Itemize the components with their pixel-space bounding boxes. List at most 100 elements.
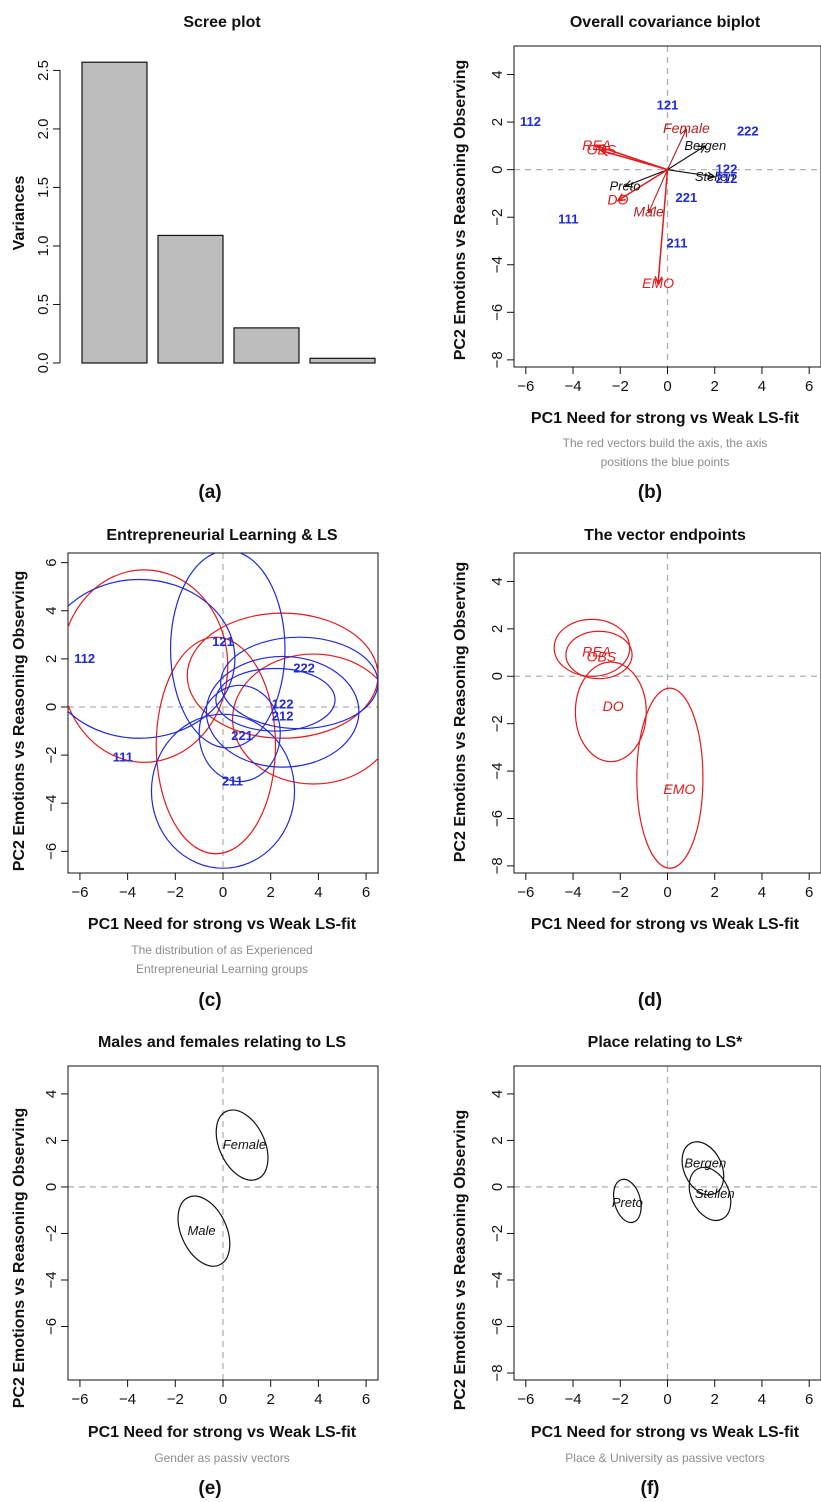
place-vector-preto: [624, 169, 668, 187]
y-tick-label: −4: [489, 763, 506, 780]
x-tick-label: 6: [362, 884, 370, 901]
group-point-label: 121: [657, 97, 679, 112]
red-vector-emo: [657, 169, 669, 284]
place-label: Bergen: [684, 1156, 726, 1171]
x-tick-label: −2: [612, 884, 629, 901]
x-tick-label: −4: [119, 884, 136, 901]
x-tick-label: 0: [219, 884, 227, 901]
red-vector-emo-head: [654, 276, 663, 286]
panel-b-caption-line1: The red vectors build the axis, the axis: [563, 436, 768, 450]
group-point-label: 211: [222, 774, 243, 789]
red-ellipse-3: [186, 612, 378, 739]
blue-ellipse-4: [215, 667, 336, 732]
blue-ellipse-3: [220, 636, 378, 730]
y-tick-label: −8: [489, 857, 506, 874]
x-tick-label: −6: [517, 1391, 534, 1408]
x-tick-label: 6: [805, 1391, 813, 1408]
panel-f: Place relating to LS* PC2 Emotions vs Re…: [452, 1034, 821, 1499]
place-ellipse-1: [681, 1141, 725, 1196]
panel-a-ylabel: Variances: [11, 176, 28, 251]
gender-vector-male-head: [647, 204, 656, 214]
red-vector-obs: [601, 149, 668, 171]
x-tick-label: −6: [517, 378, 534, 395]
panel-d-title: The vector endpoints: [584, 527, 746, 544]
panel-a: Scree plot Variances 0.00.51.01.52.02.5 …: [11, 14, 376, 503]
y-tick-label: −6: [43, 843, 60, 860]
place-vector-bergen: [667, 145, 706, 171]
x-tick-label: 6: [805, 378, 813, 395]
group-point-label: 221: [231, 728, 253, 743]
gender-vector-label: Female: [663, 120, 710, 136]
x-tick-label: −2: [612, 1391, 629, 1408]
ellipse-group: [68, 553, 378, 869]
x-tick-label: 6: [362, 1391, 370, 1408]
red-vector-label: REA: [582, 137, 611, 153]
place-vector-label: Preto: [609, 178, 640, 193]
scree-bar-3: [233, 327, 300, 364]
group-point-label: 112: [74, 651, 95, 666]
gender-vector-label: Male: [633, 203, 664, 219]
endpoint-label: OBS: [587, 648, 617, 664]
endpoint-label: EMO: [663, 781, 695, 797]
y-tick-label: −8: [489, 351, 506, 368]
panel-f-ylabel: PC2 Emotions vs Reasoning Observing: [452, 1110, 469, 1411]
y-tick-label: 6: [43, 558, 60, 566]
group-point-label: 212: [716, 171, 738, 186]
group-point-label: 122: [272, 697, 294, 712]
group-point-label: 112: [520, 114, 541, 129]
y-tick-label: 2: [43, 655, 60, 663]
panel-d-ylabel: PC2 Emotions vs Reasoning Observing: [452, 562, 469, 863]
panel-b-title: Overall covariance biplot: [570, 14, 761, 31]
group-point-label: 222: [293, 660, 315, 675]
y-tick-label: −6: [489, 1318, 506, 1335]
panel-e-ylabel: PC2 Emotions vs Reasoning Observing: [11, 1108, 28, 1409]
y-tick-label: 0.5: [35, 294, 52, 315]
y-tick-label: 0.0: [35, 353, 52, 374]
y-tick-label: −2: [43, 747, 60, 764]
x-tick-label: 2: [267, 884, 275, 901]
y-tick-label: −6: [489, 304, 506, 321]
y-tick-label: 4: [489, 577, 506, 585]
red-vector-do-head: [616, 193, 626, 202]
x-tick-label: 4: [314, 1391, 322, 1408]
panel-d-xlabel: PC1 Need for strong vs Weak LS-fit: [531, 916, 800, 933]
y-tick-label: 1.5: [35, 177, 52, 198]
y-tick-label: 1.0: [35, 236, 52, 257]
y-tick-label: −4: [43, 1271, 60, 1288]
panel-c-caption-line1: The distribution of as Experienced: [131, 943, 312, 957]
y-tick-label: 0: [489, 165, 506, 173]
panel-c-xlabel: PC1 Need for strong vs Weak LS-fit: [88, 916, 357, 933]
panel-e: Males and females relating to LS PC2 Emo…: [11, 1034, 379, 1499]
x-tick-label: −4: [564, 1391, 581, 1408]
place-vector-stellen: [667, 169, 715, 178]
y-tick-label: 2.5: [35, 60, 52, 81]
group-point-label: 211: [666, 235, 687, 250]
panel-b-caption-line2: positions the blue points: [601, 455, 730, 469]
panel-f-xlabel: PC1 Need for strong vs Weak LS-fit: [531, 1424, 800, 1441]
x-tick-label: 2: [711, 378, 719, 395]
x-tick-label: −2: [167, 1391, 184, 1408]
x-tick-label: 4: [758, 378, 766, 395]
y-tick-label: 2: [43, 1136, 60, 1144]
y-tick-label: 2.0: [35, 118, 52, 139]
panel-d-letter: (d): [638, 990, 662, 1011]
gender-ellipse-1: [215, 1109, 269, 1181]
y-tick-label: −8: [489, 1364, 506, 1381]
x-tick-label: 2: [711, 884, 719, 901]
y-tick-label: −4: [489, 256, 506, 273]
panel-a-letter: (a): [198, 482, 221, 503]
endpoint-ellipse-4: [636, 687, 704, 869]
x-tick-label: 4: [758, 884, 766, 901]
y-tick-label: −2: [489, 1225, 506, 1242]
y-tick-label: 0: [43, 1183, 60, 1191]
scree-bar-1: [81, 61, 148, 364]
group-point-label: 222: [737, 124, 759, 139]
scree-bar-2: [157, 234, 224, 364]
red-vector-do: [617, 169, 668, 202]
panel-b-letter: (b): [638, 482, 662, 503]
place-vector-label: Bergen: [684, 138, 726, 153]
place-vector-bergen-head: [697, 145, 707, 153]
place-vector-label: Stellen: [695, 169, 735, 184]
